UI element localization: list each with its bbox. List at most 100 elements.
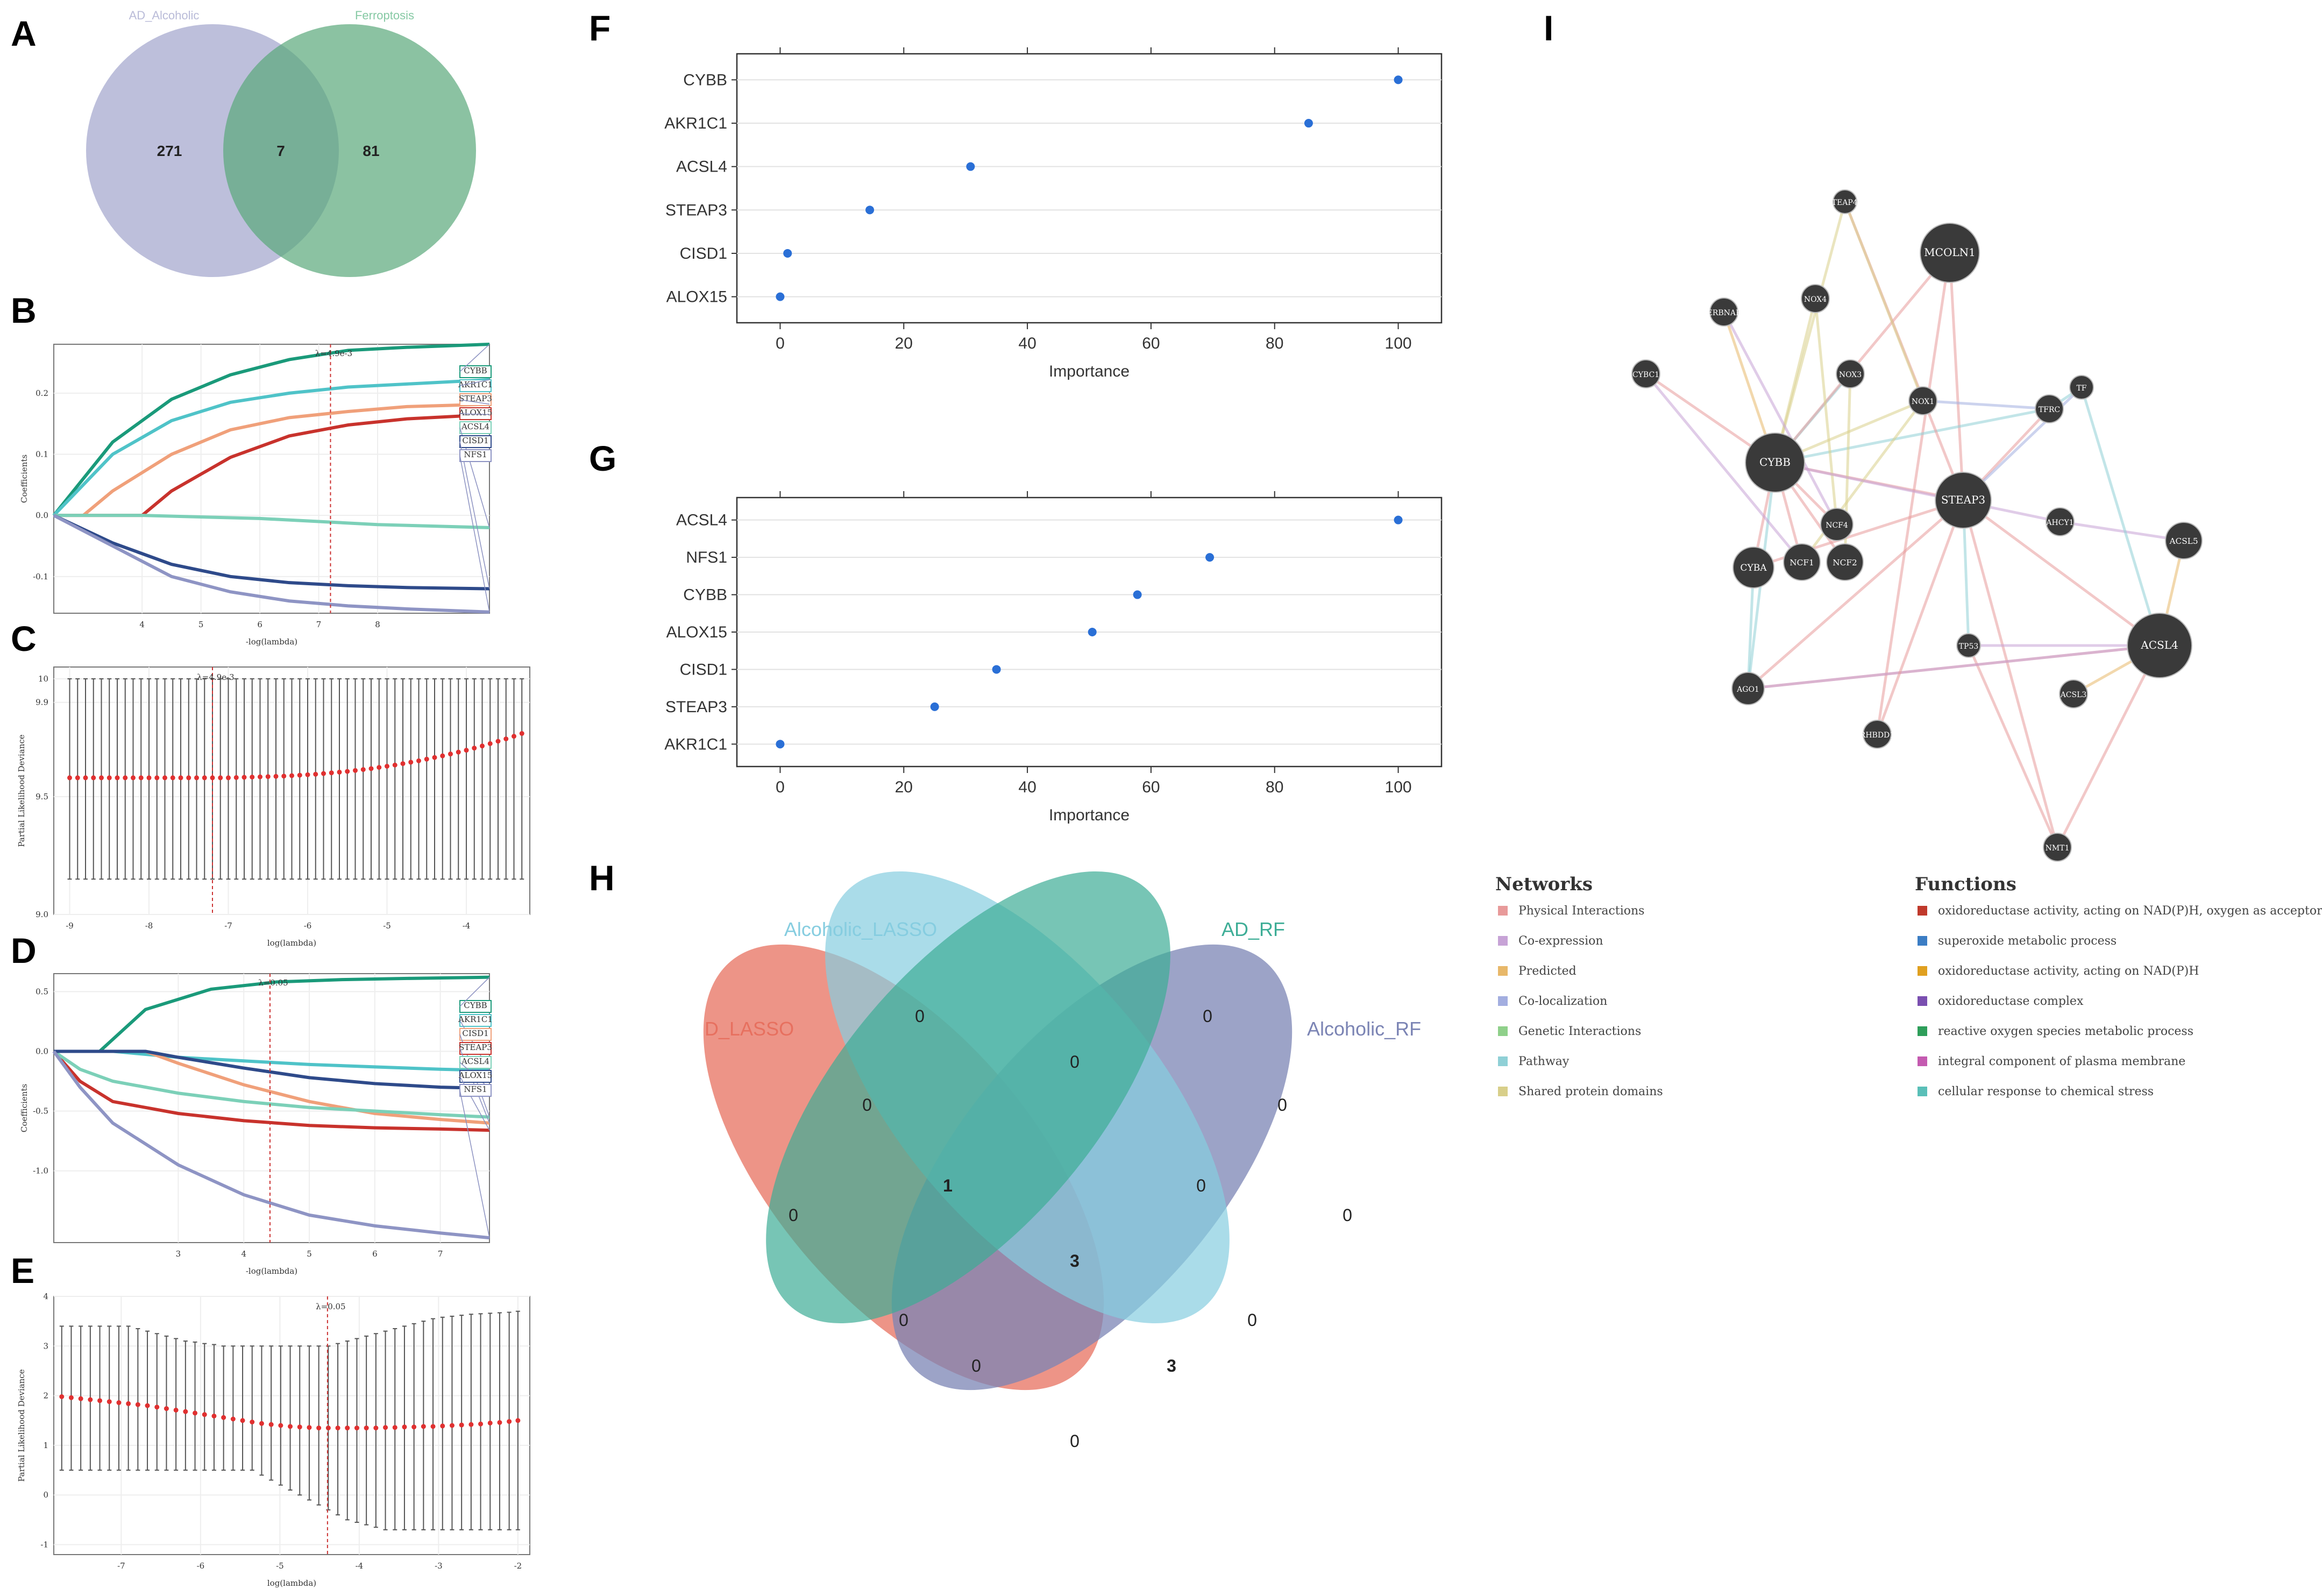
x-tick-label: -6 <box>304 921 312 931</box>
network-node-mcoln1 <box>1920 223 1980 283</box>
deviance-point <box>210 775 215 781</box>
coef-line-cisd1 <box>53 1049 490 1119</box>
venn-a: AD_Alcoholic Ferroptosis 271 7 81 <box>86 9 476 277</box>
x-tick-label: 3 <box>176 1249 181 1259</box>
deviance-point <box>368 766 374 771</box>
deviance-point <box>385 763 389 769</box>
networks-item: Physical Interactions <box>1518 904 1644 918</box>
x-tick-label: -7 <box>224 921 232 931</box>
y-tick-label: 0.0 <box>35 510 48 520</box>
y-tick-label: 3 <box>43 1341 48 1351</box>
venn-a-set-2-label: Ferroptosis <box>355 9 414 22</box>
importance-point-alox15 <box>1088 628 1097 636</box>
network-node-ahcy1 <box>2046 507 2075 536</box>
deviance-point <box>316 1425 322 1431</box>
coef-line-alox15 <box>54 413 490 517</box>
venn-h: D_LASSO Alcoholic_LASSO AD_RF Alcoholic_… <box>703 871 1421 1451</box>
networks-swatch <box>1498 1056 1508 1066</box>
functions-item: oxidoreductase complex <box>1938 995 2084 1008</box>
deviance-point <box>408 760 414 765</box>
gene-label-leader <box>459 413 490 415</box>
network-node-steap3 <box>1935 472 1992 529</box>
importance-point-steap3 <box>865 205 875 215</box>
network-edge <box>1962 499 2161 647</box>
networks-swatch <box>1498 966 1508 976</box>
coef-line-alox15 <box>52 1050 490 1132</box>
importance-point-cybb <box>1133 590 1142 599</box>
coef-line-akr1c1 <box>52 378 490 517</box>
importance-point-cisd1 <box>992 665 1001 674</box>
x-tick-label: 40 <box>1018 335 1036 352</box>
deviance-point <box>497 1420 502 1425</box>
network-edge <box>1773 201 1847 463</box>
deviance-point <box>335 1425 340 1431</box>
coef-line-nfs1 <box>53 514 490 614</box>
deviance-point <box>297 772 302 778</box>
network-node-nmt1 <box>2043 833 2072 862</box>
cv-deviance-e: -7 -6 -5 -4 -3 -2 -1 0 1 2 3 4 λ=0.05 log(lambda) Part… <box>17 1292 530 1588</box>
network-node-label: NOX1 <box>1912 398 1934 406</box>
venn-h-set-3 <box>766 871 1170 1324</box>
panel-label-b: B <box>11 290 37 330</box>
deviance-point <box>353 768 358 773</box>
venn-h-count: 0 <box>1203 1006 1212 1026</box>
deviance-point <box>226 775 231 781</box>
category-label: AKR1C1 <box>664 115 727 132</box>
gene-label-akr1c1: AKR1C1 <box>458 1015 493 1024</box>
gene-label-acsl4: ACSL4 <box>461 422 489 431</box>
network-edge <box>1774 252 1951 464</box>
network-node-tp53 <box>1956 633 1981 658</box>
deviance-point <box>495 739 501 744</box>
coef-line-nfs1 <box>52 1050 490 1240</box>
network-node-label: NMT1 <box>2046 844 2070 853</box>
lambda-label: λ=0.05 <box>316 1302 345 1311</box>
network-node-cybc1 <box>1631 359 1660 388</box>
network-node-label: AGO1 <box>1736 685 1759 694</box>
x-tick-label: -3 <box>435 1561 443 1571</box>
x-tick-label: -8 <box>145 921 153 931</box>
importance-point-akr1c1 <box>776 740 785 749</box>
network-node-erbnap <box>1709 297 1738 327</box>
venn-a-overlap: 7 <box>276 143 285 159</box>
panel-label-a: A <box>11 13 37 53</box>
deviance-point <box>305 772 310 777</box>
deviance-point <box>449 1423 455 1428</box>
lasso-coef-path-b: 4 5 6 7 8-0.10.00.10.2λ=4.9e-3CYBBAKR1C1STEA… <box>19 343 493 647</box>
network-node-label: AHCY1 <box>2046 519 2074 527</box>
deviance-point <box>202 1412 207 1417</box>
deviance-point <box>289 773 294 778</box>
venn-h-count: 1 <box>943 1176 953 1195</box>
category-label: CYBB <box>683 71 727 89</box>
category-label: ACSL4 <box>676 512 727 529</box>
gene-label-alox15: ALOX15 <box>458 1070 493 1080</box>
deviance-point <box>126 1401 131 1406</box>
gene-label-leader <box>459 441 490 589</box>
gene-label-leader <box>459 344 490 372</box>
network-node-label: TP53 <box>1959 642 1979 651</box>
importance-point-cisd1 <box>783 249 792 258</box>
deviance-point <box>67 775 72 781</box>
gene-network-i: STEAP4B MCOLN1 ERBNAP NOX4 CYBC1 NOX3 NOX1 TF TF… <box>1631 189 2203 862</box>
importance-point-cybb <box>1394 75 1403 84</box>
plot-frame <box>736 53 1443 324</box>
category-label: CISD1 <box>680 661 727 678</box>
x-axis-label: Importance <box>1049 806 1130 824</box>
network-edge <box>1967 644 2059 848</box>
deviance-point <box>59 1394 65 1399</box>
y-tick-label: -0.1 <box>33 572 48 581</box>
deviance-point <box>170 775 175 781</box>
network-node-tf <box>2069 375 2094 400</box>
functions-item: reactive oxygen species metabolic proces… <box>1938 1025 2193 1038</box>
y-tick-label: 4 <box>43 1292 48 1301</box>
importance-point-acsl4 <box>966 162 975 171</box>
functions-title: Functions <box>1915 874 2016 895</box>
deviance-point <box>106 775 112 781</box>
category-label: AKR1C1 <box>664 735 727 753</box>
venn-h-count: 0 <box>1196 1176 1206 1195</box>
deviance-point <box>440 753 445 758</box>
venn-h-set-4-label: Alcoholic_RF <box>1307 1018 1421 1040</box>
network-node-label: RHBDD1 <box>1860 731 1894 740</box>
panel-label-g: G <box>589 438 616 478</box>
deviance-point <box>364 1425 369 1431</box>
y-axis-label: Coefficients <box>19 1084 29 1132</box>
